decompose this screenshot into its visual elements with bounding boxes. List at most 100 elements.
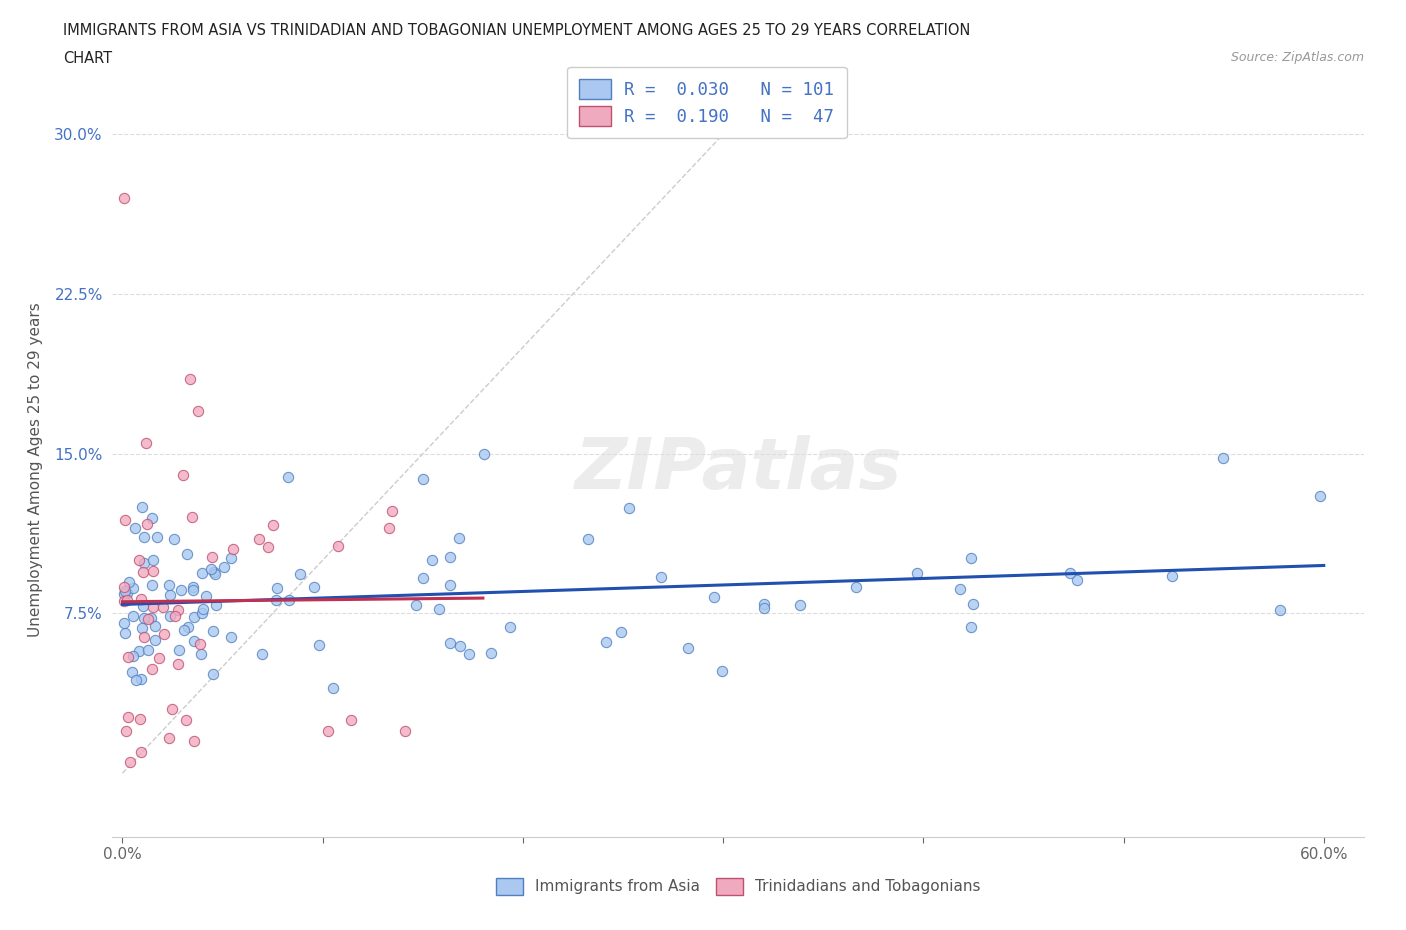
Point <box>610 624 633 639</box>
Point <box>190 646 212 661</box>
Point <box>128 711 150 726</box>
Point <box>202 667 225 682</box>
Point <box>449 530 471 545</box>
Point <box>132 598 155 613</box>
Point <box>165 608 187 623</box>
Point <box>183 734 205 749</box>
Point <box>152 600 174 615</box>
Point <box>142 564 165 578</box>
Point <box>132 565 155 579</box>
Point <box>131 620 153 635</box>
Point <box>114 616 136 631</box>
Point <box>458 647 481 662</box>
Point <box>412 472 434 486</box>
Point <box>219 630 242 644</box>
Point <box>212 560 235 575</box>
Point <box>277 470 299 485</box>
Point <box>183 610 205 625</box>
Point <box>676 640 699 655</box>
Point <box>201 549 224 564</box>
Point <box>121 649 143 664</box>
Point <box>339 712 361 727</box>
Point <box>845 580 868 595</box>
Text: ZIPatlas: ZIPatlas <box>575 435 901 504</box>
Point <box>201 623 224 638</box>
Point <box>128 644 150 658</box>
Point <box>381 503 404 518</box>
Point <box>115 592 138 607</box>
Point <box>405 597 427 612</box>
Point <box>177 620 200 635</box>
Point <box>136 516 159 531</box>
Point <box>188 637 211 652</box>
Point <box>121 664 143 679</box>
Legend: Immigrants from Asia, Trinidadians and Tobagonians: Immigrants from Asia, Trinidadians and T… <box>488 870 988 903</box>
Point <box>131 671 153 686</box>
Point <box>221 541 243 556</box>
Point <box>181 582 204 597</box>
Point <box>114 191 136 206</box>
Point <box>959 551 981 565</box>
Point <box>191 565 214 580</box>
Point <box>131 499 153 514</box>
Point <box>180 510 202 525</box>
Point <box>266 580 288 595</box>
Point <box>1161 569 1184 584</box>
Point <box>1066 573 1088 588</box>
Point <box>145 529 167 544</box>
Point <box>115 724 138 738</box>
Point <box>288 566 311 581</box>
Point <box>302 580 325 595</box>
Point <box>132 611 155 626</box>
Point <box>449 639 471 654</box>
Point <box>1309 489 1331 504</box>
Point <box>128 552 150 567</box>
Point <box>172 468 194 483</box>
Point <box>157 731 180 746</box>
Point <box>439 636 461 651</box>
Text: IMMIGRANTS FROM ASIA VS TRINIDADIAN AND TOBAGONIAN UNEMPLOYMENT AMONG AGES 25 TO: IMMIGRANTS FROM ASIA VS TRINIDADIAN AND … <box>63 23 970 38</box>
Point <box>142 553 165 568</box>
Point <box>136 643 159 658</box>
Point <box>114 512 136 527</box>
Point <box>141 578 163 592</box>
Point <box>439 550 461 565</box>
Point <box>174 712 197 727</box>
Point <box>200 562 222 577</box>
Point <box>205 597 228 612</box>
Point <box>703 590 725 604</box>
Point <box>439 578 461 592</box>
Point <box>204 566 226 581</box>
Point <box>179 372 201 387</box>
Y-axis label: Unemployment Among Ages 25 to 29 years: Unemployment Among Ages 25 to 29 years <box>28 302 44 637</box>
Point <box>129 744 152 759</box>
Point <box>754 601 776 616</box>
Point <box>1059 565 1081 580</box>
Point <box>427 601 450 616</box>
Point <box>481 645 503 660</box>
Point <box>125 673 148 688</box>
Point <box>159 588 181 603</box>
Point <box>257 539 280 554</box>
Point <box>141 511 163 525</box>
Text: Source: ZipAtlas.com: Source: ZipAtlas.com <box>1230 51 1364 64</box>
Point <box>498 619 520 634</box>
Point <box>183 633 205 648</box>
Point <box>710 663 733 678</box>
Point <box>120 755 142 770</box>
Point <box>143 618 166 633</box>
Point <box>905 566 928 581</box>
Point <box>1212 450 1234 465</box>
Point <box>420 552 443 567</box>
Point <box>219 550 242 565</box>
Point <box>143 632 166 647</box>
Point <box>167 657 190 671</box>
Point <box>163 532 186 547</box>
Point <box>166 603 188 618</box>
Point <box>264 592 287 607</box>
Point <box>789 598 811 613</box>
Point <box>115 585 138 600</box>
Point <box>117 710 139 724</box>
Point <box>754 597 776 612</box>
Point <box>619 501 641 516</box>
